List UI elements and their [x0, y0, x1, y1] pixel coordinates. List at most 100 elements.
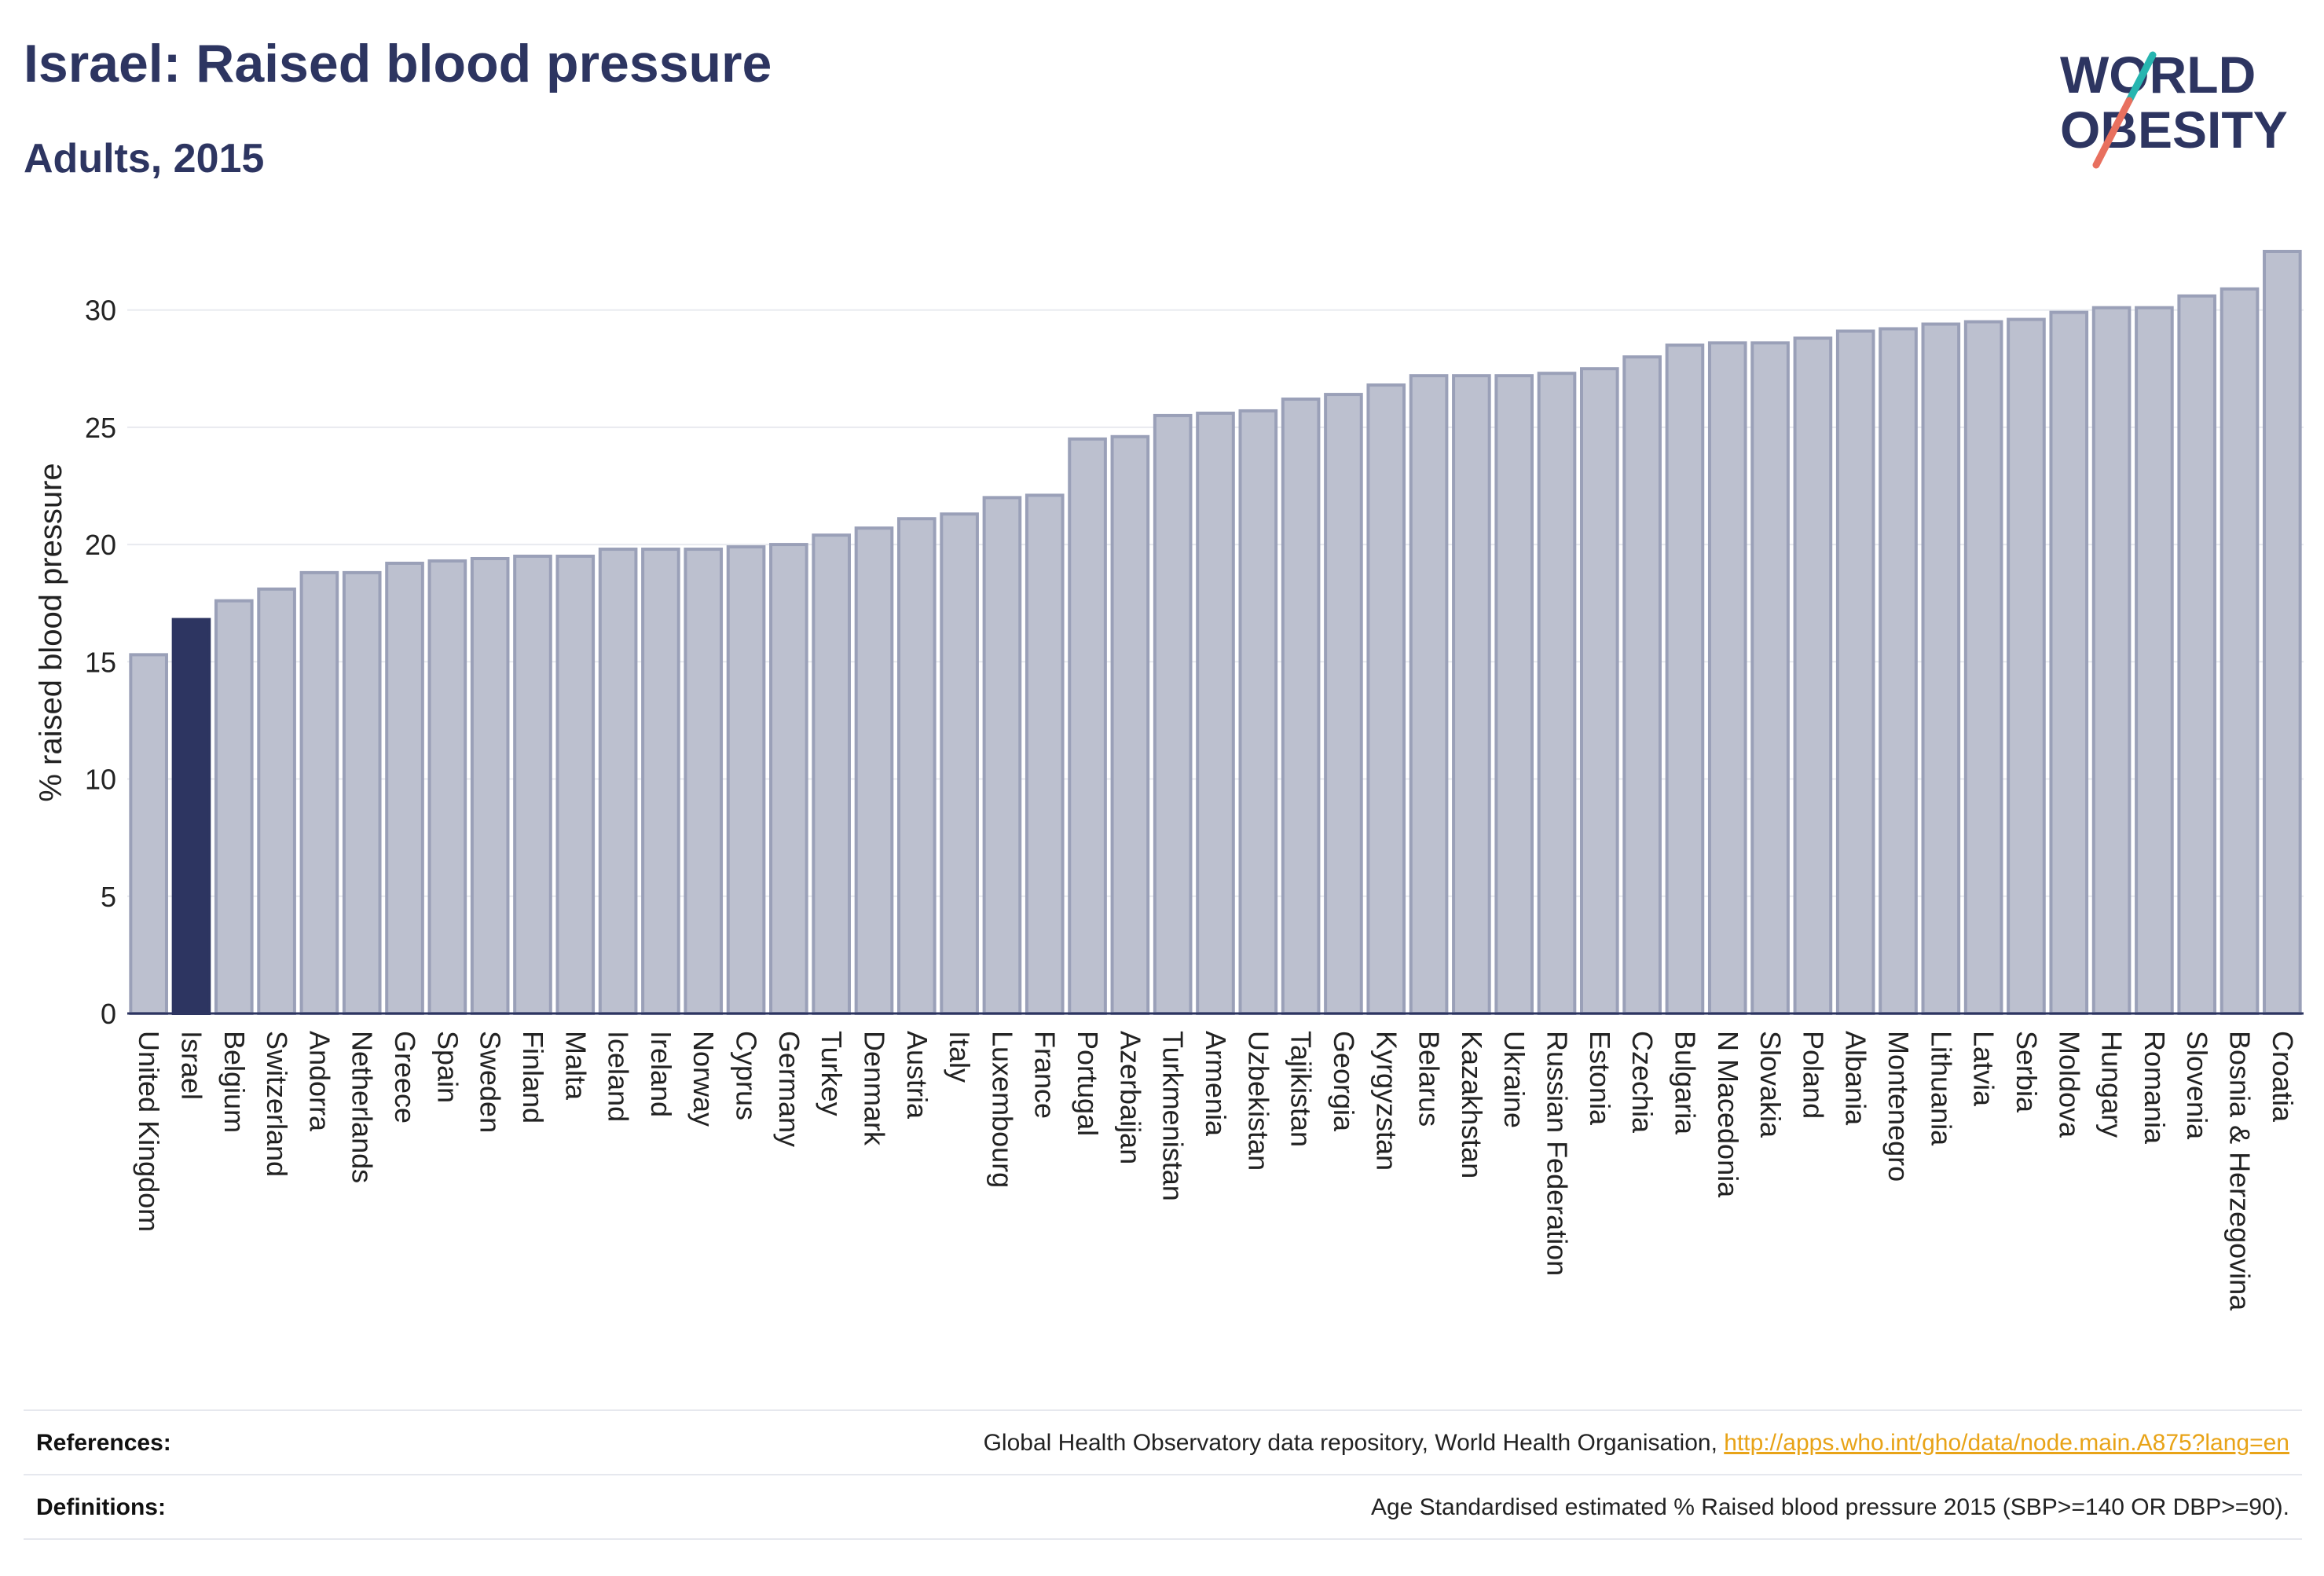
- x-tick-label: Germany: [773, 1031, 805, 1147]
- logo-slash-teal: [2125, 51, 2157, 104]
- bar-czechia: [1622, 355, 1662, 1015]
- y-tick-label: 15: [85, 646, 116, 678]
- bar-montenegro: [1879, 327, 1918, 1015]
- bar-austria: [896, 517, 937, 1015]
- x-tick-label: Kazakhstan: [1456, 1031, 1488, 1178]
- x-tick-label: Uzbekistan: [1242, 1031, 1274, 1171]
- bar-albania: [1835, 329, 1875, 1015]
- x-tick-label: Serbia: [2011, 1031, 2043, 1113]
- x-tick-label: Ukraine: [1498, 1031, 1530, 1128]
- bar-italy: [940, 512, 979, 1015]
- bar-serbia: [2007, 317, 2046, 1015]
- bar-ireland: [641, 548, 680, 1015]
- bar-andorra: [299, 570, 339, 1015]
- y-tick-labels: 0 5 10 15 20 25 30: [85, 295, 116, 1030]
- x-tick-label: Lithuania: [1925, 1031, 1957, 1146]
- bar-georgia: [1324, 393, 1363, 1015]
- x-tick-label: Russian Federation: [1541, 1031, 1574, 1276]
- bar-netherlands: [342, 570, 382, 1015]
- bar-cyprus: [726, 545, 766, 1015]
- x-tick-label: Latvia: [1968, 1031, 2000, 1107]
- bar-kazakhstan: [1452, 374, 1491, 1015]
- bar-belgium: [214, 599, 254, 1015]
- x-tick-label: Albania: [1840, 1031, 1872, 1126]
- bar-estonia: [1580, 367, 1619, 1015]
- x-tick-label: Finland: [517, 1031, 549, 1123]
- references-label: References:: [36, 1430, 171, 1456]
- bar-luxembourg: [982, 496, 1022, 1015]
- x-tick-label: N Macedonia: [1712, 1031, 1744, 1198]
- x-tick-label: Poland: [1797, 1031, 1829, 1119]
- bar-latvia: [1963, 320, 2003, 1015]
- bar-turkey: [812, 533, 851, 1015]
- x-tick-label: Denmark: [858, 1031, 890, 1146]
- x-tick-label: Romania: [2139, 1031, 2171, 1145]
- bar-uzbekistan: [1238, 409, 1278, 1015]
- bar-norway: [684, 548, 724, 1015]
- bar-armenia: [1196, 411, 1235, 1015]
- logo-text-obesity: OBESITY: [2060, 101, 2288, 159]
- bar-chart: 0 5 10 15 20 25 30 United Kingdom Israel Belgium…: [34, 250, 2304, 1311]
- bar-kyrgyzstan: [1366, 383, 1406, 1016]
- bar-germany: [769, 543, 808, 1015]
- x-tick-label: Ireland: [645, 1031, 677, 1117]
- x-tick-label: Luxembourg: [986, 1031, 1018, 1188]
- x-tick-label: Turkmenistan: [1157, 1031, 1189, 1201]
- bar-slovakia: [1750, 341, 1790, 1015]
- logo-text-world: WORLD: [2060, 46, 2256, 104]
- x-tick-label: France: [1029, 1031, 1061, 1119]
- bar-iceland: [598, 548, 638, 1015]
- bar-united-kingdom: [129, 653, 168, 1015]
- x-tick-label: Iceland: [603, 1031, 635, 1122]
- definitions-text: Age Standardised estimated % Raised bloo…: [1370, 1494, 2289, 1520]
- bar-moldova: [2049, 310, 2089, 1016]
- x-tick-label: Bulgaria: [1669, 1031, 1701, 1135]
- x-tick-label: Italy: [944, 1031, 976, 1083]
- x-tick-label: Belarus: [1413, 1031, 1446, 1127]
- bar-sweden: [470, 556, 510, 1015]
- bar-croatia: [2263, 250, 2302, 1015]
- references-row: References: Global Health Observatory da…: [24, 1409, 2302, 1475]
- x-tick-label: Kyrgyzstan: [1370, 1031, 1402, 1171]
- x-tick-label: Montenegro: [1882, 1031, 1915, 1182]
- x-tick-label: Sweden: [475, 1031, 507, 1133]
- bar-israel: [171, 618, 211, 1015]
- x-tick-label: Andorra: [303, 1031, 335, 1132]
- bars: [129, 250, 2302, 1016]
- definitions-row: Definitions: Age Standardised estimated …: [24, 1474, 2302, 1540]
- bar-turkmenistan: [1153, 413, 1193, 1015]
- x-tick-label: Belgium: [218, 1031, 251, 1133]
- y-tick-label: 20: [85, 529, 116, 561]
- x-tick-label: Greece: [389, 1031, 421, 1123]
- references-text: Global Health Observatory data repositor…: [983, 1430, 1725, 1456]
- bar-ukraine: [1494, 374, 1534, 1015]
- bar-tajikistan: [1281, 398, 1321, 1015]
- bar-azerbaijan: [1110, 434, 1150, 1015]
- x-tick-label: Malta: [559, 1031, 592, 1101]
- references-link[interactable]: http://apps.who.int/gho/data/node.main.A…: [1724, 1430, 2289, 1456]
- bar-slovenia: [2177, 294, 2217, 1015]
- x-tick-label: Georgia: [1328, 1031, 1360, 1132]
- bar-poland: [1793, 336, 1833, 1015]
- y-tick-label: 30: [85, 295, 116, 327]
- bar-greece: [385, 561, 424, 1015]
- y-axis-label: % raised blood pressure: [34, 463, 68, 801]
- bar-russian-federation: [1537, 372, 1577, 1015]
- bar-spain: [427, 559, 467, 1015]
- bar-france: [1025, 493, 1065, 1015]
- x-tick-label: Armenia: [1200, 1031, 1232, 1137]
- x-tick-label: Moldova: [2053, 1031, 2085, 1138]
- bar-bulgaria: [1665, 343, 1705, 1015]
- page-title: Israel: Raised blood pressure: [24, 34, 772, 93]
- x-tick-label: Cyprus: [731, 1031, 763, 1120]
- y-tick-label: 5: [101, 881, 116, 913]
- x-tick-label: Norway: [687, 1031, 720, 1127]
- logo-slash-coral: [2092, 97, 2133, 169]
- x-tick-label: Azerbaijan: [1114, 1031, 1146, 1164]
- references-value: Global Health Observatory data repositor…: [984, 1430, 2302, 1457]
- y-tick-label: 0: [101, 998, 116, 1030]
- bar-bosnia-herzegovina: [2220, 287, 2260, 1015]
- x-tick-label: Spain: [431, 1031, 464, 1103]
- x-tick-label: Slovenia: [2181, 1031, 2213, 1140]
- x-tick-label: Austria: [901, 1031, 933, 1120]
